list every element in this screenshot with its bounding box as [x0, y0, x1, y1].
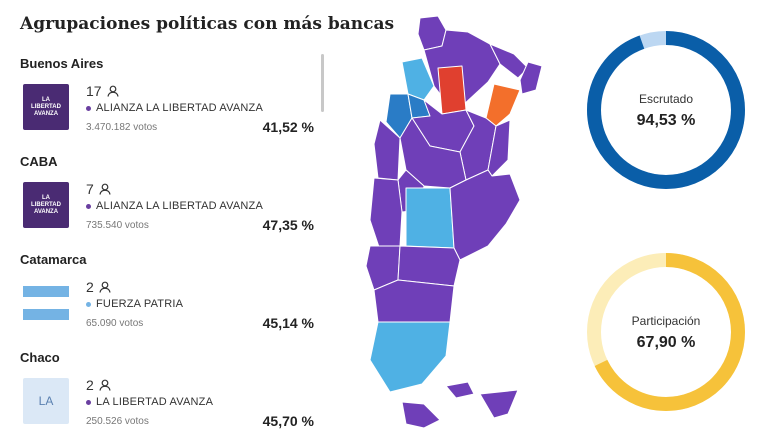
map-province-corrientes[interactable] — [485, 83, 521, 127]
party-logo-text: LA LIBERTAD AVANZA — [31, 194, 61, 215]
map-province-entre-rios[interactable] — [487, 119, 511, 177]
map-islands-antartida[interactable] — [479, 389, 519, 419]
participacion-ring-arc — [587, 253, 745, 411]
vote-percentage: 47,35 % — [262, 217, 314, 233]
vote-count: 250.526 votos — [86, 416, 149, 427]
person-icon — [99, 281, 111, 293]
seat-count-value: 2 — [86, 279, 94, 295]
province-name: Chaco — [20, 350, 60, 365]
argentina-results-map[interactable] — [350, 10, 550, 432]
escrutado-label: Escrutado — [638, 92, 694, 106]
province-list[interactable]: Buenos Aires LA LIBERTAD AVANZA 17 ALIAN… — [0, 48, 330, 432]
party-color-dot — [86, 203, 91, 209]
party-color-dot — [86, 301, 91, 307]
seat-count: 2 — [86, 279, 111, 295]
seat-count-value: 17 — [86, 83, 102, 99]
vote-percentage: 45,14 % — [262, 315, 314, 331]
escrutado-gauge: Escrutado 94,53 % — [584, 28, 748, 192]
participacion-label: Participación — [631, 314, 701, 328]
province-card-catamarca[interactable]: Catamarca 2 FUERZA PATRIA 65.090 votos 4… — [0, 252, 320, 352]
party-name: ALIANZA LA LIBERTAD AVANZA — [86, 102, 263, 114]
participacion-value: 67,90 % — [636, 334, 696, 351]
escrutado-value: 94,53 % — [636, 112, 696, 129]
party-logo: LA LIBERTAD AVANZA — [23, 84, 69, 130]
map-province-buenos-aires[interactable] — [449, 169, 521, 261]
map-islands-malvinas[interactable] — [445, 381, 475, 399]
province-card-caba[interactable]: CABA LA LIBERTAD AVANZA 7 ALIANZA LA LIB… — [0, 154, 320, 254]
argentina-flag-icon — [23, 286, 69, 320]
map-province-catamarca[interactable] — [401, 57, 435, 101]
participacion-ring — [587, 253, 745, 411]
party-name-text: ALIANZA LA LIBERTAD AVANZA — [96, 200, 264, 212]
party-name: ALIANZA LA LIBERTAD AVANZA — [86, 200, 263, 212]
party-name-text: ALIANZA LA LIBERTAD AVANZA — [96, 102, 264, 114]
map-province-rio-negro[interactable] — [397, 245, 461, 287]
vote-count: 3.470.182 votos — [86, 122, 158, 133]
seat-count-value: 7 — [86, 181, 94, 197]
person-icon — [106, 85, 119, 97]
seat-count: 7 — [86, 181, 111, 197]
party-logo: LA — [23, 378, 69, 424]
escrutado-ring — [587, 31, 745, 189]
seat-count: 2 — [86, 377, 111, 393]
party-name-text: FUERZA PATRIA — [96, 298, 184, 310]
party-name-text: LA LIBERTAD AVANZA — [96, 396, 214, 408]
province-card-chaco[interactable]: Chaco LA 2 LA LIBERTAD AVANZA 250.526 vo… — [0, 350, 320, 432]
party-logo-text: LA — [38, 394, 54, 408]
person-icon — [99, 379, 111, 391]
seat-count-value: 2 — [86, 377, 94, 393]
party-name: LA LIBERTAD AVANZA — [86, 396, 213, 408]
map-province-chubut[interactable] — [373, 279, 455, 323]
party-logo — [23, 280, 69, 326]
participacion-gauge: Participación 67,90 % — [584, 250, 748, 414]
province-name: Buenos Aires — [20, 56, 104, 71]
seat-count: 17 — [86, 83, 119, 99]
province-name: Catamarca — [20, 252, 87, 267]
map-province-tierra-del-fuego[interactable] — [401, 401, 441, 429]
page-title: Agrupaciones políticas con más bancas — [20, 14, 395, 34]
map-province-santa-cruz[interactable] — [369, 321, 451, 393]
escrutado-ring-arc — [587, 31, 745, 189]
party-logo: LA LIBERTAD AVANZA — [23, 182, 69, 228]
vote-percentage: 45,70 % — [262, 413, 314, 429]
person-icon — [99, 183, 111, 195]
map-province-misiones[interactable] — [519, 61, 543, 95]
map-province-chaco[interactable] — [437, 65, 467, 115]
party-color-dot — [86, 105, 91, 111]
vote-percentage: 41,52 % — [262, 119, 314, 135]
province-name: CABA — [20, 154, 58, 169]
vote-count: 65.090 votos — [86, 318, 144, 329]
map-province-la-pampa[interactable] — [405, 187, 455, 249]
province-card-buenos-aires[interactable]: Buenos Aires LA LIBERTAD AVANZA 17 ALIAN… — [0, 56, 320, 156]
list-scrollbar[interactable] — [321, 54, 324, 112]
vote-count: 735.540 votos — [86, 220, 149, 231]
map-province-mendoza[interactable] — [369, 177, 403, 251]
party-color-dot — [86, 399, 91, 405]
party-name: FUERZA PATRIA — [86, 298, 183, 310]
party-logo-text: LA LIBERTAD AVANZA — [31, 96, 61, 117]
